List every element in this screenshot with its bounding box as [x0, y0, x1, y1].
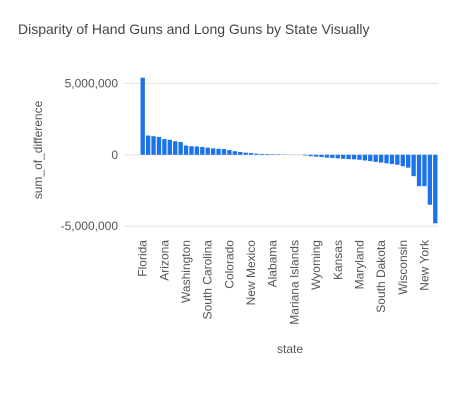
y-tick-label: 5,000,000 [65, 76, 119, 90]
bar [422, 154, 427, 187]
bar [330, 154, 335, 158]
y-tick-label: -5,000,000 [61, 219, 119, 233]
bar [145, 135, 151, 155]
bar [433, 154, 438, 224]
x-tick-label: Florida [136, 240, 150, 277]
bar [254, 153, 259, 155]
bar [238, 151, 243, 155]
x-tick-label: Alabama [266, 240, 280, 288]
x-tick-label: Mariana Islands [287, 240, 301, 325]
y-axis-label: sum_of_difference [31, 100, 45, 199]
bar [319, 154, 324, 158]
bar [194, 146, 200, 155]
bar [324, 154, 330, 158]
bar [183, 145, 189, 155]
bar [259, 153, 265, 155]
bar [156, 136, 162, 155]
bar [248, 153, 254, 155]
bar [221, 149, 227, 155]
x-tick-label: Washington [179, 240, 193, 303]
x-tick-label: South Dakota [374, 240, 388, 313]
x-tick-label: Wyoming [309, 240, 323, 290]
bar [389, 154, 395, 165]
bar [210, 148, 216, 155]
bar [270, 154, 275, 155]
bar [216, 148, 221, 155]
x-tick-label: New York [417, 239, 431, 291]
bar [411, 154, 416, 177]
bar [406, 154, 411, 168]
bar [232, 151, 237, 155]
bar [173, 141, 178, 155]
x-tick-label: Wisconsin [396, 240, 410, 295]
x-tick-label: South Carolina [201, 240, 215, 320]
bar [373, 154, 378, 162]
bar [351, 154, 357, 160]
x-tick-label: Colorado [222, 240, 236, 289]
bar [303, 154, 308, 156]
bar [378, 154, 384, 163]
x-tick-label: Arizona [157, 240, 171, 281]
bar [265, 154, 270, 155]
bar [395, 154, 400, 165]
x-tick-label: Maryland [352, 240, 366, 289]
bar [308, 154, 313, 157]
bar [341, 154, 346, 159]
bar [368, 154, 373, 162]
x-tick-label: Kansas [331, 240, 345, 280]
bar [227, 150, 232, 155]
bar [427, 154, 433, 205]
x-tick-label: New Mexico [244, 240, 258, 306]
bar [200, 146, 205, 155]
bar [384, 154, 389, 164]
bar [189, 146, 194, 155]
bar [167, 139, 172, 155]
bar [151, 136, 156, 155]
bar [205, 147, 210, 155]
bar [357, 154, 362, 160]
bar [335, 154, 340, 159]
bar [140, 77, 145, 155]
bar [313, 154, 319, 157]
bar [362, 154, 368, 161]
bar [162, 139, 167, 155]
bar [346, 154, 351, 160]
bar [178, 141, 183, 155]
bar [400, 154, 405, 167]
chart-title: Disparity of Hand Guns and Long Guns by … [18, 21, 370, 37]
bar [243, 152, 248, 155]
bar [416, 154, 422, 187]
y-tick-label: 0 [111, 148, 118, 162]
x-axis-label: state [277, 342, 303, 356]
